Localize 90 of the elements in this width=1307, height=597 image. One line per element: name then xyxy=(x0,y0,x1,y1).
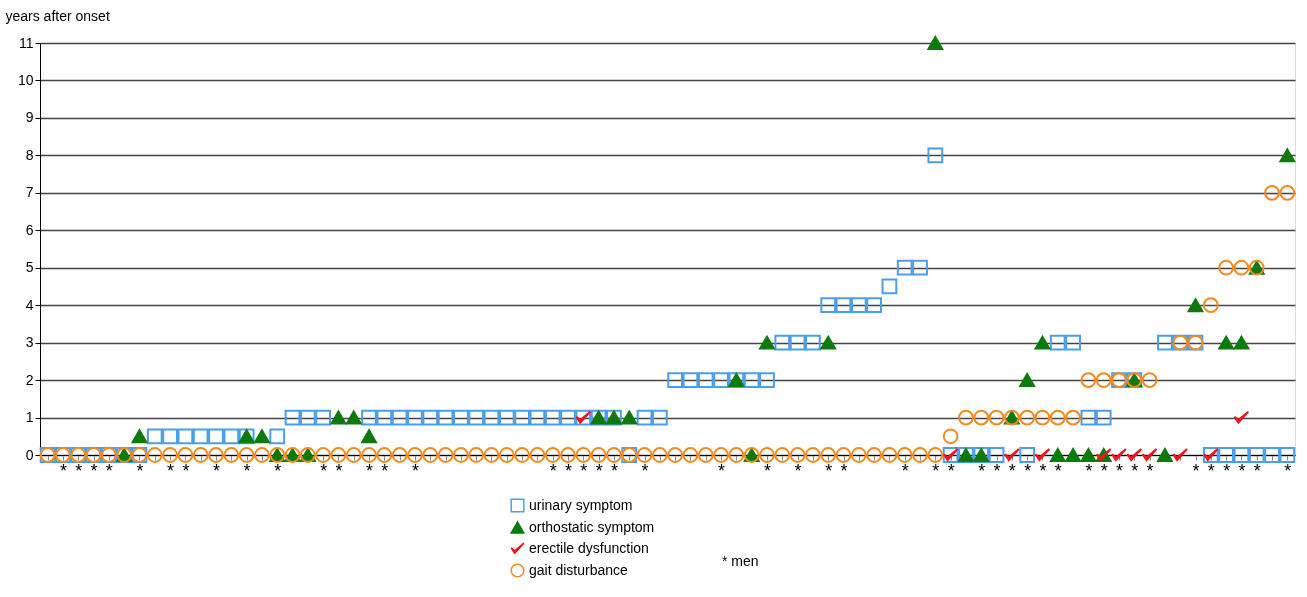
y-tick-label: 2 xyxy=(25,371,34,388)
y-axis-title: years after onset xyxy=(5,7,110,24)
point xyxy=(1111,448,1127,462)
legend-label: orthostatic symptom xyxy=(529,518,655,535)
y-tick-label: 5 xyxy=(25,259,34,276)
x-tick-label: * xyxy=(411,460,419,481)
x-tick-label: * xyxy=(932,460,940,481)
legend-label: erectile dysfunction xyxy=(529,539,649,556)
x-tick-label: * xyxy=(610,460,618,481)
x-tick-label: * xyxy=(75,460,83,481)
x-tick-label: * xyxy=(1253,460,1261,481)
point xyxy=(131,429,148,444)
point xyxy=(1065,448,1081,462)
x-tick-label: * xyxy=(993,460,1001,481)
x-tick-label: * xyxy=(274,460,282,481)
point xyxy=(1003,448,1020,462)
x-tick-label: * xyxy=(1054,460,1062,481)
point xyxy=(1187,298,1204,313)
x-tick-label: * xyxy=(1024,460,1032,481)
x-tick-label: * xyxy=(580,460,588,481)
y-tick-label: 0 xyxy=(25,446,34,463)
y-tick-label: 11 xyxy=(18,34,34,51)
y-tick-label: 3 xyxy=(25,334,34,351)
point xyxy=(1126,448,1143,462)
point xyxy=(1080,448,1097,462)
x-tick-label: * xyxy=(167,460,175,481)
y-tick-label: 1 xyxy=(25,409,34,426)
x-tick-label: * xyxy=(1284,460,1292,481)
point xyxy=(1279,148,1296,163)
y-tick-label: 7 xyxy=(25,184,34,201)
x-tick-label: * xyxy=(1039,460,1047,481)
x-tick-label: * xyxy=(381,460,389,481)
point xyxy=(1157,448,1173,462)
point xyxy=(621,410,638,425)
y-tick-label: 8 xyxy=(25,146,34,163)
legend-label: gait disturbance xyxy=(529,561,629,578)
x-tick-label: * xyxy=(105,460,113,481)
x-tick-label: * xyxy=(794,460,802,481)
x-tick-label: * xyxy=(1100,460,1108,481)
y-tick-label: 4 xyxy=(25,296,34,313)
point xyxy=(330,410,347,425)
x-tick-label: * xyxy=(1207,460,1215,481)
point xyxy=(759,335,775,350)
point xyxy=(1233,335,1250,350)
x-tick-label: * xyxy=(1008,460,1016,481)
x-tick-label: * xyxy=(243,460,251,481)
point xyxy=(1233,410,1250,424)
x-tick-label: * xyxy=(641,460,649,481)
point xyxy=(1049,448,1066,462)
x-tick-label: * xyxy=(320,460,328,481)
x-tick-label: * xyxy=(59,460,67,481)
y-tick-label: 6 xyxy=(25,221,34,238)
x-tick-label: * xyxy=(825,460,833,481)
x-tick-label: * xyxy=(1131,460,1139,481)
x-tick-label: * xyxy=(763,460,771,481)
x-tick-label: * xyxy=(901,460,909,481)
x-tick-label: * xyxy=(1146,460,1154,481)
x-tick-label: * xyxy=(1223,460,1231,481)
x-tick-label: * xyxy=(549,460,557,481)
text: * men xyxy=(722,553,759,569)
x-tick-label: * xyxy=(136,460,144,481)
point xyxy=(1218,335,1235,350)
point xyxy=(1034,335,1051,350)
x-tick-label: * xyxy=(213,460,221,481)
point xyxy=(254,429,270,444)
point xyxy=(1172,448,1189,462)
x-tick-label: * xyxy=(366,460,374,481)
point xyxy=(820,335,837,350)
y-tick-label: 9 xyxy=(25,109,34,126)
x-tick-label: * xyxy=(90,460,98,481)
x-tick-label: * xyxy=(1115,460,1123,481)
x-tick-label: * xyxy=(1192,460,1200,481)
x-tick-label: * xyxy=(947,460,955,481)
x-tick-label: * xyxy=(978,460,986,481)
point xyxy=(1141,448,1158,462)
point xyxy=(361,429,377,444)
legend-label: urinary symptom xyxy=(529,496,633,513)
point xyxy=(1019,373,1036,388)
y-tick-label: 10 xyxy=(17,71,34,88)
x-tick-label: * xyxy=(718,460,726,481)
x-tick-label: * xyxy=(565,460,573,481)
point xyxy=(1034,448,1051,462)
x-tick-label: * xyxy=(182,460,190,481)
x-tick-label: * xyxy=(595,460,603,481)
x-tick-label: * xyxy=(1085,460,1093,481)
x-tick-label: * xyxy=(1238,460,1246,481)
point xyxy=(345,410,362,425)
point xyxy=(927,36,944,50)
x-tick-label: * xyxy=(840,460,848,481)
x-tick-label: * xyxy=(335,460,343,481)
